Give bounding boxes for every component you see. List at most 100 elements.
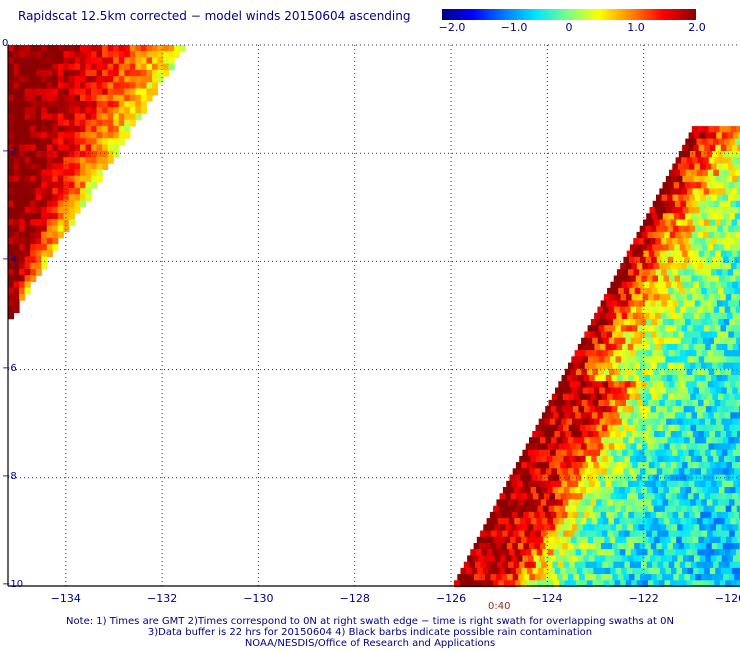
swath-cell <box>639 300 646 308</box>
swath-cell <box>30 244 37 251</box>
swath-cell <box>594 343 601 351</box>
swath-cell <box>672 194 679 202</box>
swath-cell <box>618 287 625 295</box>
swath-cell <box>52 194 59 202</box>
swath-cell <box>548 431 555 438</box>
swath-cell <box>646 350 653 357</box>
swath-cell <box>571 567 578 575</box>
swath-cell <box>635 561 642 569</box>
swath-cell <box>639 331 646 339</box>
swath-cell <box>666 343 673 351</box>
swath-cell <box>648 219 655 227</box>
swath-cell <box>589 511 596 519</box>
swath-cell <box>699 175 706 183</box>
swath-cell <box>677 312 684 320</box>
swath-cell <box>102 113 109 121</box>
swath-cell <box>672 163 679 171</box>
swath-cell <box>146 69 153 77</box>
swath-cell <box>654 431 661 438</box>
swath-cell <box>520 580 527 588</box>
swath-cell <box>605 480 612 488</box>
swath-cell <box>682 462 689 469</box>
swath-cell <box>721 132 728 140</box>
swath-cell <box>708 474 715 482</box>
swath-cell <box>614 306 621 314</box>
swath-cell <box>717 182 724 189</box>
swath-cell <box>113 69 120 77</box>
colorbar-tick-label: 2.0 <box>688 21 706 34</box>
swath-cell <box>578 543 585 550</box>
swath-cell <box>667 300 674 308</box>
swath-cell <box>8 262 15 270</box>
swath-cell <box>124 69 131 77</box>
swath-cell <box>113 45 120 52</box>
swath-cell <box>46 107 53 114</box>
swath-cell <box>671 281 678 289</box>
swath-cell <box>658 368 665 376</box>
swath-cell <box>118 69 125 77</box>
swath-cell <box>657 244 664 252</box>
swath-cell <box>594 480 601 488</box>
swath-cell <box>577 418 584 426</box>
swath-cell <box>506 543 513 550</box>
swath-cell <box>633 343 640 351</box>
swath-cell <box>706 331 713 339</box>
swath-cell <box>669 306 676 314</box>
swath-cell <box>41 88 48 96</box>
swath-cell <box>554 505 561 513</box>
swath-cell <box>46 132 53 139</box>
swath-cell <box>585 393 592 401</box>
swath-cell <box>707 381 714 388</box>
swath-cell <box>46 150 53 158</box>
swath-cell <box>107 157 114 164</box>
swath-cell <box>8 293 15 301</box>
swath-cell <box>734 424 740 432</box>
swath-cell <box>733 511 740 519</box>
swath-cell <box>654 387 661 395</box>
swath-cell <box>622 269 629 276</box>
swath-cell <box>675 337 682 345</box>
swath-cell <box>732 555 739 563</box>
swath-cell <box>656 256 663 264</box>
swath-cell <box>718 561 725 569</box>
swath-cell <box>462 574 469 581</box>
swath-cell <box>704 387 711 395</box>
swath-cell <box>628 437 635 444</box>
swath-cell <box>509 549 516 556</box>
swath-cell <box>481 580 488 588</box>
swath-cell <box>729 561 736 569</box>
swath-cell <box>595 543 602 550</box>
swath-cell <box>537 505 544 513</box>
swath-cell <box>605 312 612 320</box>
swath-cell <box>498 505 505 513</box>
swath-cell <box>714 505 721 513</box>
swath-cell <box>724 244 731 252</box>
swath-cell <box>654 462 661 469</box>
swath-cell <box>710 207 717 214</box>
swath-cell <box>63 57 70 65</box>
swath-cell <box>594 524 601 532</box>
swath-cell <box>691 487 698 494</box>
swath-cell <box>496 574 503 581</box>
swath-cell <box>690 182 697 189</box>
swath-cell <box>605 418 612 426</box>
swath-cell <box>624 487 631 494</box>
swath-cell <box>24 219 31 226</box>
swath-cell <box>648 431 655 438</box>
swath-cell <box>19 101 26 108</box>
swath-cell <box>653 231 660 239</box>
swath-cell <box>57 51 64 58</box>
swath-cell <box>616 375 623 382</box>
swath-cell <box>512 543 519 550</box>
swath-cell <box>711 163 718 171</box>
swath-cell <box>657 393 664 401</box>
swath-cell <box>107 125 114 133</box>
swath-cell <box>514 580 521 588</box>
swath-cell <box>686 474 693 482</box>
swath-cell <box>626 567 633 575</box>
swath-cell <box>584 543 591 550</box>
swath-cell <box>13 175 20 183</box>
swath-cell <box>63 119 70 127</box>
swath-cell <box>614 412 621 420</box>
swath-cell <box>113 119 120 127</box>
